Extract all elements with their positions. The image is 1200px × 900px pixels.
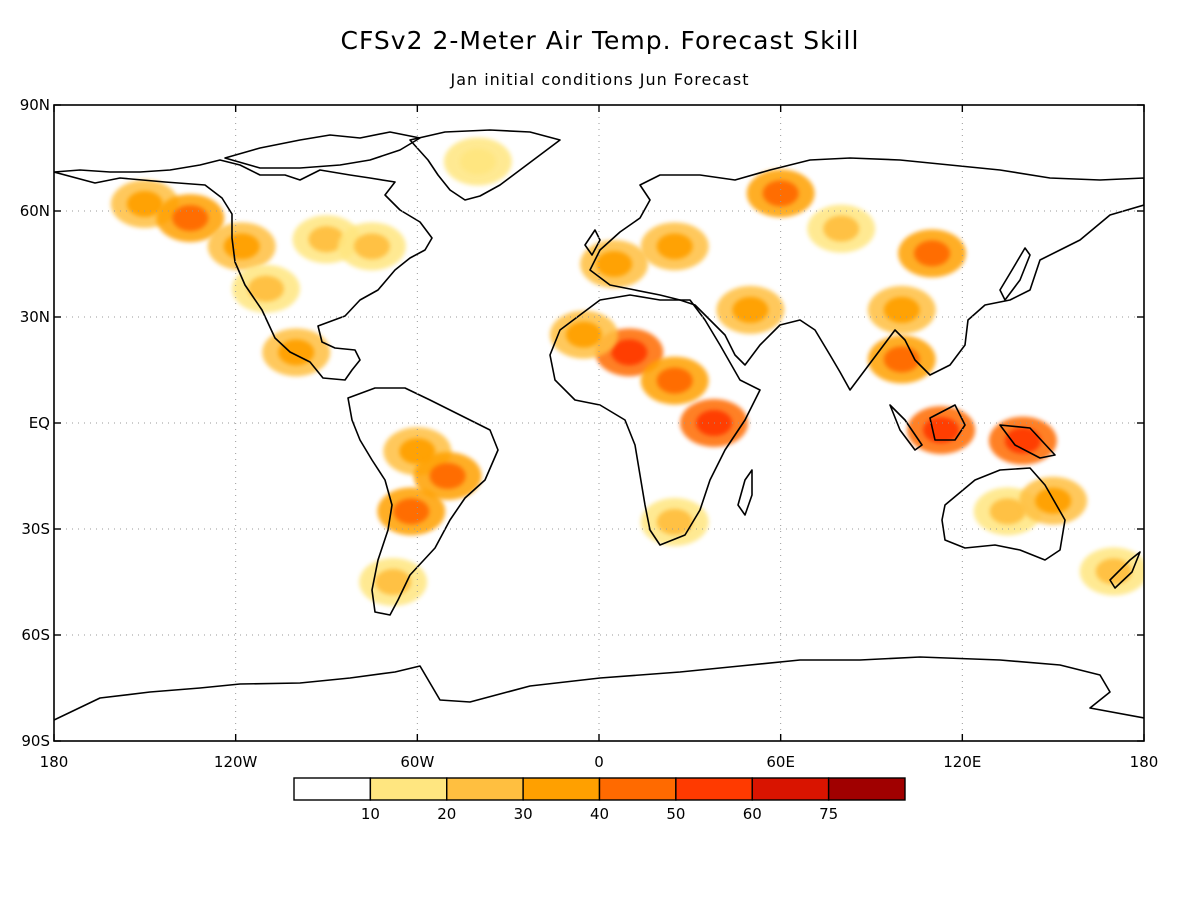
skill-region — [656, 233, 693, 260]
legend-swatch — [675, 777, 753, 801]
skill-region — [393, 498, 430, 525]
coastline-layer — [54, 129, 1144, 721]
x-tick-label: 60W — [400, 753, 434, 771]
legend-swatch — [522, 777, 601, 801]
longitude-axis: 180 120W 60W 0 60E 120E 180 — [40, 105, 1159, 771]
coast-madagascar — [737, 469, 753, 516]
legend-label: 75 — [819, 805, 838, 823]
coast-north-america — [54, 159, 433, 381]
coast-greenland — [409, 129, 561, 201]
skill-region — [732, 296, 769, 323]
coast-new-guinea — [999, 424, 1056, 459]
skill-region — [565, 321, 602, 348]
skill-region — [308, 226, 345, 253]
x-tick-label: 120E — [943, 753, 981, 771]
coast-africa — [549, 294, 761, 546]
y-tick-label: 90S — [21, 732, 50, 750]
latitude-axis: 90N 60N 30N EQ 30S 60S 90S — [20, 96, 1144, 750]
x-tick-label: 180 — [40, 753, 69, 771]
skill-region — [429, 463, 466, 489]
skill-region — [247, 275, 284, 302]
skill-region — [656, 508, 693, 535]
y-tick-label: 90N — [20, 96, 50, 114]
skill-region — [596, 251, 633, 277]
skill-region — [353, 233, 390, 260]
coast-australia — [941, 467, 1066, 561]
legend-label: 60 — [743, 805, 762, 823]
legend-swatch — [751, 777, 830, 801]
skill-region — [762, 180, 799, 207]
skill-region — [656, 367, 693, 394]
legend-swatch — [827, 777, 906, 801]
coast-south-america — [347, 387, 499, 616]
skill-region — [989, 498, 1026, 525]
page-title: CFSv2 2-Meter Air Temp. Forecast Skill — [340, 26, 860, 55]
y-tick-label: 30S — [21, 520, 50, 538]
color-legend: 10 20 30 40 50 60 75 — [293, 777, 906, 823]
y-tick-label: EQ — [29, 414, 50, 432]
coast-uk — [584, 229, 601, 256]
x-tick-label: 0 — [594, 753, 604, 771]
skill-region — [1004, 427, 1041, 454]
skill-region — [1095, 558, 1132, 585]
skill-region — [611, 339, 648, 366]
x-tick-label: 180 — [1130, 753, 1159, 771]
legend-label: 10 — [361, 805, 380, 823]
y-tick-label: 60S — [21, 626, 50, 644]
skill-region — [172, 205, 209, 232]
x-tick-label: 60E — [766, 753, 795, 771]
y-tick-label: 30N — [20, 308, 50, 326]
coast-eurasia — [589, 157, 1144, 391]
skill-region — [459, 148, 496, 175]
graticule — [54, 105, 1144, 741]
coast-sumatra — [889, 404, 923, 451]
legend-swatch — [293, 777, 372, 801]
y-tick-label: 60N — [20, 202, 50, 220]
legend-swatch — [598, 777, 677, 801]
skill-region — [914, 240, 951, 267]
skill-region — [923, 417, 960, 444]
legend-swatch — [446, 777, 524, 801]
skill-region — [126, 190, 163, 217]
skill-region — [223, 233, 260, 260]
skill-region — [883, 296, 920, 323]
coast-borneo — [929, 404, 966, 441]
legend-swatch — [369, 777, 448, 801]
legend-label: 40 — [590, 805, 609, 823]
legend-label: 20 — [437, 805, 456, 823]
skill-shading-layer — [110, 137, 1144, 606]
coast-antarctica — [54, 656, 1144, 721]
page-subtitle: Jan initial conditions Jun Forecast — [450, 70, 750, 89]
coast-new-zealand — [1109, 551, 1141, 589]
legend-label: 30 — [514, 805, 533, 823]
coast-arctic-islands — [224, 131, 421, 169]
skill-region — [823, 215, 860, 242]
coast-japan — [999, 247, 1031, 301]
skill-region — [375, 569, 412, 595]
legend-label: 50 — [666, 805, 685, 823]
x-tick-label: 120W — [214, 753, 258, 771]
